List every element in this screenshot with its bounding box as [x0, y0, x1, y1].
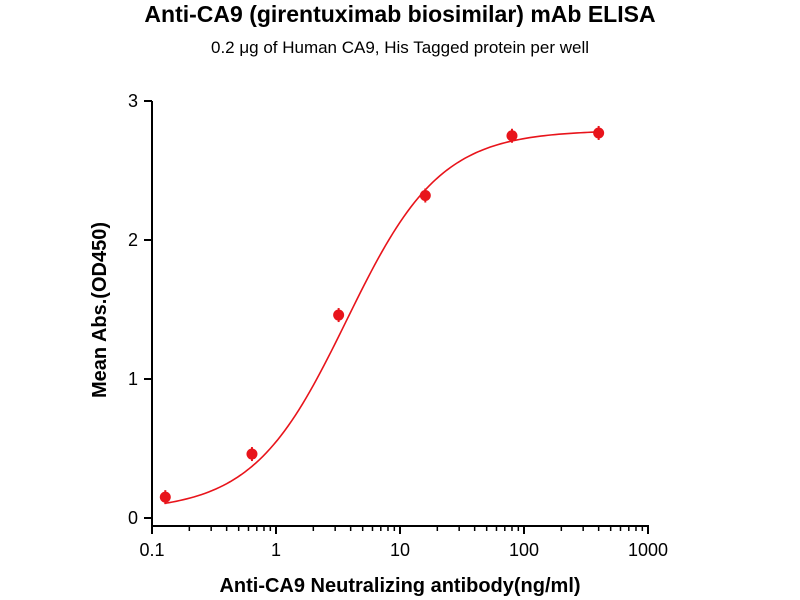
- x-tick-label: 1: [271, 540, 281, 560]
- y-tick-label: 1: [128, 369, 138, 389]
- x-tick-label: 0.1: [139, 540, 164, 560]
- data-point: [419, 190, 431, 202]
- chart-title: Anti-CA9 (girentuximab biosimilar) mAb E…: [144, 1, 655, 27]
- x-tick-label: 100: [509, 540, 539, 560]
- fit-curve-group: [165, 131, 599, 505]
- data-point: [593, 127, 605, 139]
- x-tick-label: 1000: [628, 540, 668, 560]
- x-axis-label: Anti-CA9 Neutralizing antibody(ng/ml): [219, 575, 580, 597]
- chart-subtitle: 0.2 μg of Human CA9, His Tagged protein …: [211, 38, 589, 57]
- y-tick-label: 0: [128, 508, 138, 528]
- axes: 0 1 2 3 0.1 1 10 100 1000: [128, 91, 668, 560]
- x-tick-label: 10: [390, 540, 410, 560]
- data-points: [159, 125, 605, 505]
- data-point: [246, 448, 258, 460]
- y-tick-label: 3: [128, 91, 138, 111]
- fit-curve: [165, 131, 599, 505]
- data-point: [159, 491, 171, 503]
- data-point: [506, 130, 518, 142]
- data-point: [333, 309, 345, 321]
- y-tick-label: 2: [128, 230, 138, 250]
- y-axis-label: Mean Abs.(OD450): [89, 222, 111, 398]
